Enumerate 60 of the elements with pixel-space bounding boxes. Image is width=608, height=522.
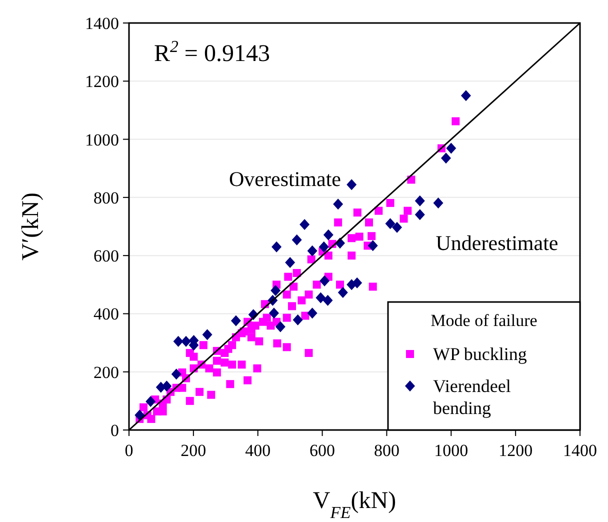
y-tick-label: 1000 xyxy=(85,130,119,150)
point xyxy=(322,294,333,306)
point xyxy=(368,240,378,252)
point xyxy=(285,257,296,268)
point xyxy=(433,197,444,208)
point xyxy=(307,245,318,256)
point xyxy=(268,308,279,319)
point xyxy=(414,209,425,220)
point xyxy=(292,234,302,246)
point xyxy=(346,179,357,190)
x-tick-label: 400 xyxy=(245,441,271,460)
point xyxy=(181,336,192,347)
annotation: Overestimate xyxy=(229,167,341,191)
x-tick-label: 1000 xyxy=(434,441,468,460)
point xyxy=(446,142,456,154)
y-tick-label: 800 xyxy=(94,188,119,208)
point xyxy=(316,292,326,304)
y-tick-label: 400 xyxy=(94,304,119,324)
legend-label: WP buckling xyxy=(433,344,527,364)
x-tick-label: 0 xyxy=(124,441,134,460)
point xyxy=(320,275,330,286)
point xyxy=(352,277,362,288)
point xyxy=(460,90,471,102)
point xyxy=(338,286,348,298)
y-tick-label: 1200 xyxy=(85,72,119,92)
y-tick-label: 0 xyxy=(110,421,119,440)
point xyxy=(134,410,145,421)
point xyxy=(414,195,425,206)
annotation: R$^{2}$ = 0.9143 xyxy=(154,36,270,67)
annotation: Underestimate xyxy=(436,231,558,255)
y-axis-title: V′(kN) xyxy=(18,192,44,260)
point xyxy=(272,241,282,252)
point xyxy=(300,218,310,230)
legend-title: Mode of failure xyxy=(430,311,538,330)
point xyxy=(385,218,396,230)
point xyxy=(392,222,402,233)
point xyxy=(230,315,241,326)
point xyxy=(440,152,451,164)
point xyxy=(323,229,334,240)
x-tick-label: 1400 xyxy=(563,441,597,460)
x-axis-title: V$_{FE}$(kN) xyxy=(312,488,396,522)
x-tick-label: 200 xyxy=(180,441,206,460)
point xyxy=(333,198,344,210)
point xyxy=(307,308,318,319)
point xyxy=(173,336,184,347)
x-tick-label: 1200 xyxy=(498,441,533,460)
point xyxy=(318,241,329,252)
point xyxy=(162,380,172,392)
point xyxy=(146,396,156,408)
point xyxy=(270,284,281,296)
point xyxy=(171,368,182,380)
y-tick-label: 200 xyxy=(94,362,119,382)
point xyxy=(202,329,212,340)
x-tick-label: 800 xyxy=(374,441,400,460)
point xyxy=(292,314,303,326)
y-tick-label: 1400 xyxy=(85,14,119,33)
point xyxy=(275,321,286,332)
x-tick-label: 600 xyxy=(310,441,336,460)
y-tick-label: 600 xyxy=(94,246,119,266)
legend-label: Vierendeel bending xyxy=(433,376,511,418)
